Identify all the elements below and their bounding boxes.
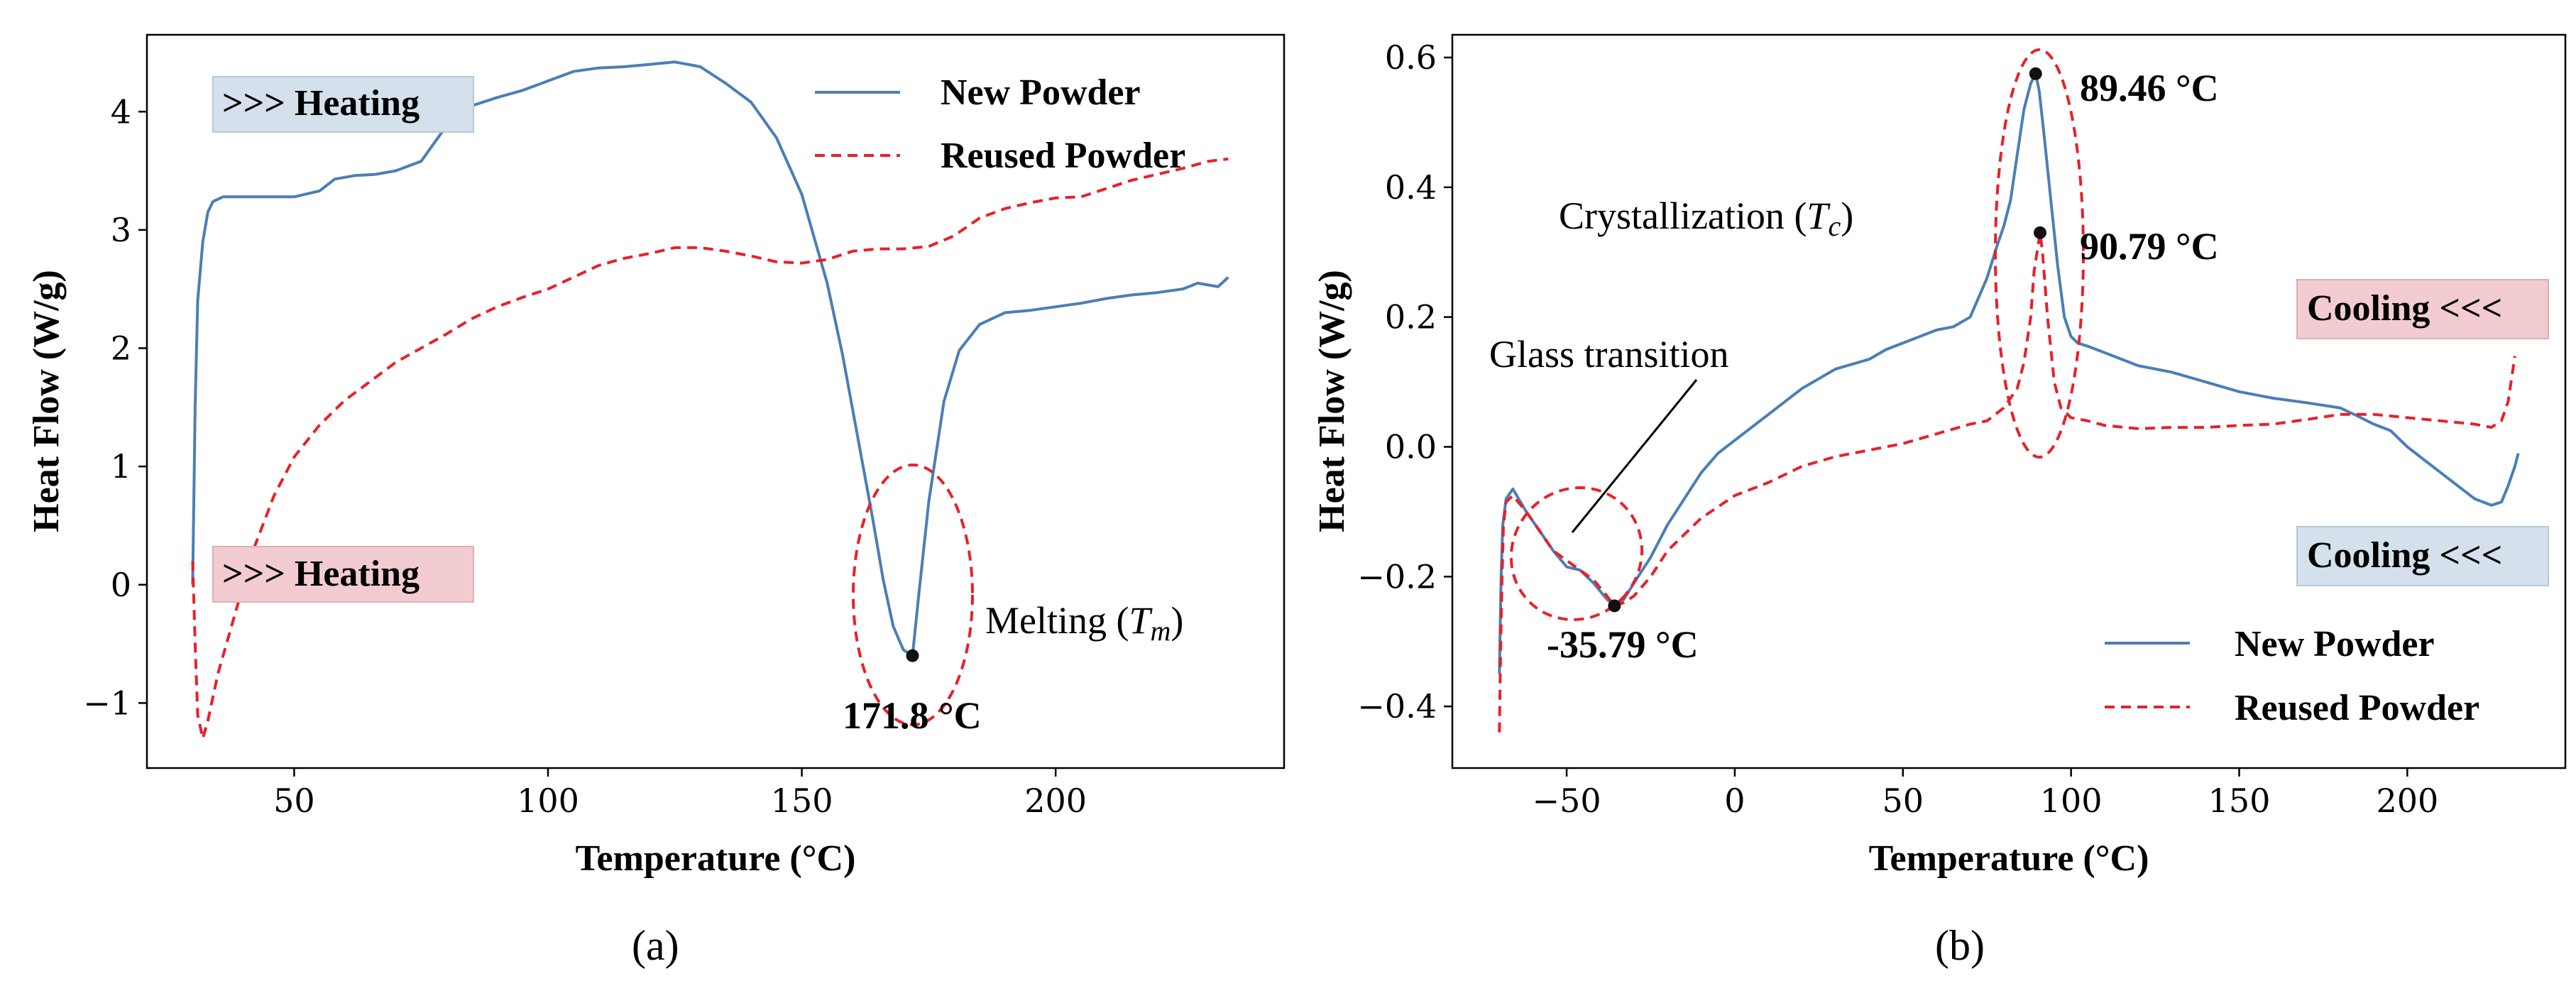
caption-b: (b) xyxy=(1935,922,1985,969)
a-x-tick-label: 100 xyxy=(517,782,579,820)
melting-label: Melting (Tm) xyxy=(985,599,1183,647)
a-y-tick-label: 3 xyxy=(111,211,131,249)
a-y-tick-label: 1 xyxy=(111,447,131,486)
b-y-tick-label: 0.2 xyxy=(1385,298,1437,336)
a-series-new-powder xyxy=(191,60,1229,657)
legend-a-reused-label: Reused Powder xyxy=(941,136,1185,176)
glass-transition-highlight-ellipse xyxy=(1509,486,1644,621)
crystallization-peak-reused-marker xyxy=(2034,226,2047,239)
b-x-tick-label: 0 xyxy=(1724,782,1745,820)
y-axis-label-b: Heat Flow (W/g) xyxy=(1312,270,1352,532)
legend-a-new-label: New Powder xyxy=(941,72,1141,113)
a-x-tick-label: 50 xyxy=(273,782,315,820)
panel-b: −50 0 50 100 150 200 −0.4 −0.2 0.0 0.2 0.4 0.6 Crys… xyxy=(1312,33,2567,969)
panel-a: 50 100 150 200 −1 0 1 2 3 4 New Powder Reused Pow… xyxy=(26,33,1286,969)
y-axis-label-a: Heat Flow (W/g) xyxy=(26,270,67,532)
melting-temp-label: 171.8 °C xyxy=(843,694,982,737)
crystallization-reused-temp-label: 90.79 °C xyxy=(2080,225,2219,268)
heating-box-bottom: >>> Heating xyxy=(212,546,474,603)
crystallization-new-temp-label: 89.46 °C xyxy=(2080,67,2219,109)
cooling-box-bottom: Cooling <<< xyxy=(2296,526,2549,586)
legend-a: New Powder Reused Powder xyxy=(815,72,1185,176)
cooling-label-top: Cooling <<< xyxy=(2307,288,2502,329)
melting-point-marker xyxy=(906,649,919,662)
axes-b: −50 0 50 100 150 200 −0.4 −0.2 0.0 0.2 0.4 0.6 xyxy=(1357,38,2438,820)
b-y-tick-label: 0.4 xyxy=(1385,168,1437,207)
glass-transition-pointer xyxy=(1571,379,1698,533)
x-axis-label-a: Temperature (°C) xyxy=(576,838,856,879)
b-x-tick-label: −50 xyxy=(1533,782,1601,820)
heating-box-top: >>> Heating xyxy=(212,76,474,133)
b-y-tick-label: −0.2 xyxy=(1357,557,1437,596)
a-x-tick-label: 200 xyxy=(1024,782,1087,820)
a-x-tick-label: 150 xyxy=(771,782,833,820)
heating-box-bottom-bg xyxy=(212,546,474,603)
cooling-box-top-bg xyxy=(2296,279,2549,339)
crystallization-label: Crystallization (Tc) xyxy=(1559,194,1853,242)
b-series-reused-powder xyxy=(1498,231,2516,733)
cooling-box-top: Cooling <<< xyxy=(2296,279,2549,339)
legend-b: New Powder Reused Powder xyxy=(2105,624,2479,728)
a-y-tick-label: −1 xyxy=(83,684,131,722)
series-a xyxy=(191,60,1229,740)
crystallization-highlight-ellipse xyxy=(1994,48,2085,459)
a-series-reused-powder xyxy=(191,157,1229,740)
heating-label-top: >>> Heating xyxy=(222,83,420,124)
cooling-box-bottom-bg xyxy=(2296,526,2549,586)
glass-transition-marker xyxy=(1608,599,1621,613)
a-y-tick-label: 2 xyxy=(111,329,131,368)
b-x-tick-label: 200 xyxy=(2376,782,2438,820)
melting-highlight-ellipse xyxy=(852,464,974,726)
series-b xyxy=(1498,72,2520,733)
heating-label-bottom: >>> Heating xyxy=(222,554,420,594)
b-x-tick-label: 150 xyxy=(2208,782,2271,820)
glass-transition-temp-label: -35.79 °C xyxy=(1547,623,1699,666)
a-y-tick-label: 0 xyxy=(111,566,131,604)
legend-b-new-label: New Powder xyxy=(2235,624,2435,664)
b-y-tick-label: 0.6 xyxy=(1385,38,1437,77)
b-y-tick-label: 0.0 xyxy=(1385,427,1437,466)
x-axis-label-b: Temperature (°C) xyxy=(1869,838,2149,879)
crystallization-peak-new-marker xyxy=(2029,67,2042,80)
cooling-label-bottom: Cooling <<< xyxy=(2307,535,2502,576)
b-y-tick-label: −0.4 xyxy=(1357,687,1437,725)
axes-a: 50 100 150 200 −1 0 1 2 3 4 xyxy=(83,92,1087,820)
b-x-tick-label: 50 xyxy=(1882,782,1924,820)
legend-b-reused-label: Reused Powder xyxy=(2235,688,2479,728)
glass-transition-label: Glass transition xyxy=(1489,333,1728,376)
plot-frame-a xyxy=(146,33,1286,769)
b-x-tick-label: 100 xyxy=(2040,782,2103,820)
heating-box-top-bg xyxy=(212,76,474,133)
caption-a: (a) xyxy=(632,922,679,969)
plot-frame-b xyxy=(1451,33,2567,769)
b-series-new-powder xyxy=(1498,72,2520,674)
a-y-tick-label: 4 xyxy=(111,92,131,131)
